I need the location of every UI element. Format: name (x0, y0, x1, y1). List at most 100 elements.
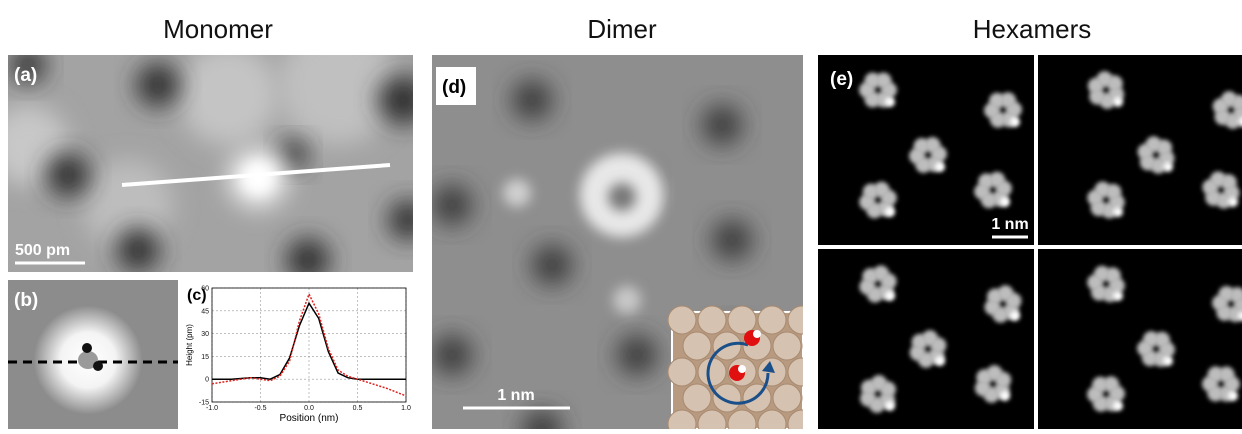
hexamer-lobe (1000, 197, 1010, 207)
surface-atom (683, 384, 711, 412)
surface-atom (788, 306, 816, 334)
stm-image-simulated: (b) (8, 280, 178, 429)
image-feature (613, 286, 641, 314)
hexamer-lobe (1087, 190, 1103, 206)
hexamer-lobe (881, 273, 897, 289)
image-feature (432, 185, 472, 225)
surface-atom (698, 306, 726, 334)
hexamer-lobe (1000, 391, 1010, 401)
y-tick-label: 15 (201, 354, 209, 361)
hexamer-lobe (1163, 162, 1173, 172)
hexamer-lobe (1010, 117, 1020, 127)
scale-bar-label: 500 pm (15, 242, 70, 259)
hexamer-lobe (1202, 376, 1218, 392)
hexamer-lobe (885, 401, 895, 411)
image-feature (512, 80, 552, 120)
hexamer-frame (1038, 55, 1242, 245)
surface-atom (758, 306, 786, 334)
hexamer-lobe (981, 192, 997, 208)
image-feature (46, 153, 90, 197)
stm-image-dimer: 1 nm (d) (432, 55, 831, 429)
hexamer-frame (818, 249, 1034, 429)
column-title: Dimer (587, 14, 657, 44)
panel-label: (e) (830, 69, 853, 90)
hexamer-lobe (1163, 356, 1173, 366)
hexamer-lobe (1107, 75, 1123, 91)
x-tick-label: 1.0 (401, 405, 411, 412)
image-feature (432, 335, 472, 375)
image-feature (378, 75, 428, 125)
x-tick-label: -1.0 (206, 405, 218, 412)
x-axis-label: Position (nm) (280, 413, 339, 424)
surface-atom (728, 306, 756, 334)
hexamer-lobe (918, 352, 934, 368)
stm-image-monomer: 500 pm (a) (0, 25, 428, 282)
y-tick-label: 30 (201, 331, 209, 338)
image-feature (503, 179, 531, 207)
hexamer-lobe (885, 291, 895, 301)
column-title: Hexamers (973, 14, 1091, 44)
hexamer-lobe (1228, 391, 1238, 401)
surface-atom (683, 332, 711, 360)
image-feature (702, 105, 742, 145)
x-tick-label: -0.5 (254, 405, 266, 412)
hexamer-frame (1038, 249, 1242, 429)
hexamer-lobe (935, 162, 945, 172)
image-feature (617, 335, 657, 375)
hydrogen (753, 330, 761, 338)
image-feature (286, 238, 330, 282)
inset (668, 306, 831, 429)
hexamer-lobe (861, 380, 877, 396)
x-tick-label: 0.5 (353, 405, 363, 412)
y-axis-label: Height (pm) (185, 324, 194, 366)
surface-atom (713, 384, 741, 412)
hexamer-lobe (1113, 97, 1123, 107)
image-feature (178, 45, 278, 145)
line-profile-chart: -15015304560-1.0-0.50.00.51.0Position (n… (182, 280, 413, 429)
hexamer-lobe (876, 72, 892, 88)
y-tick-label: 45 (201, 308, 209, 315)
image-feature (242, 162, 274, 194)
atom (82, 343, 92, 353)
surface-atom (773, 332, 801, 360)
hexamer-lobe (975, 380, 991, 396)
hexamer-lobe (1142, 350, 1158, 366)
image-feature (712, 220, 752, 260)
panel-label: (c) (187, 287, 207, 304)
scale-bar-label: 1 nm (497, 387, 534, 404)
surface-atom (668, 358, 696, 386)
surface-atom (788, 358, 816, 386)
hexamer-lobe (1205, 190, 1221, 206)
surface-atom (668, 306, 696, 334)
y-tick-label: 0 (205, 377, 209, 384)
image-feature (388, 200, 428, 240)
scale-bar-label: 1 nm (991, 216, 1028, 233)
hexamer-lobe (1006, 101, 1022, 117)
atom (93, 361, 103, 371)
image-feature (608, 183, 636, 211)
hexamer-lobe (1113, 207, 1123, 217)
figure: Monomer Dimer Hexamers 500 pm (a) (b) 1 n… (0, 0, 1242, 429)
column-title: Monomer (163, 14, 273, 44)
hexamer-lobe (1113, 401, 1123, 411)
hexamer-lobe (1113, 291, 1123, 301)
hydrogen (738, 365, 746, 373)
x-tick-label: 0.0 (304, 405, 314, 412)
panel-label: (d) (442, 77, 466, 98)
hexamer-lobe (1010, 311, 1020, 321)
hexamer-lobe (885, 97, 895, 107)
panel-label: (b) (14, 290, 38, 311)
hexamer-lobe (859, 194, 875, 210)
image-feature (532, 245, 572, 285)
hexamer-lobe (1092, 377, 1108, 393)
panel-label: (a) (14, 65, 37, 86)
surface-atom (698, 358, 726, 386)
surface-atom (773, 384, 801, 412)
image-feature (278, 25, 398, 145)
image-feature (136, 63, 180, 107)
hexamer-lobe (885, 207, 895, 217)
hexamer-lobe (1228, 197, 1238, 207)
hexamer-lobe (935, 356, 945, 366)
image-feature (116, 228, 160, 272)
stm-image-hexamers: 1 nm (e) (818, 55, 1242, 429)
